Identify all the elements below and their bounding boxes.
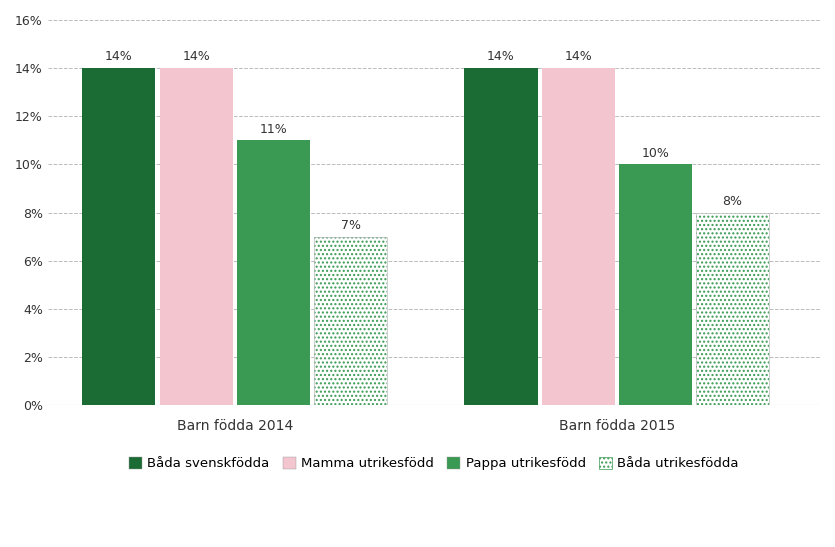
Bar: [619, 165, 692, 405]
Bar: [464, 68, 538, 405]
Text: 14%: 14%: [487, 50, 515, 63]
Text: 14%: 14%: [182, 50, 210, 63]
Bar: [314, 237, 387, 405]
Text: 10%: 10%: [641, 147, 670, 160]
Text: 11%: 11%: [260, 123, 287, 136]
Bar: [159, 68, 233, 405]
Bar: [696, 213, 769, 405]
Text: 14%: 14%: [564, 50, 592, 63]
Bar: [314, 237, 387, 405]
Bar: [542, 68, 615, 405]
Bar: [237, 141, 310, 405]
Bar: [696, 213, 769, 405]
Bar: [83, 68, 155, 405]
Text: 8%: 8%: [722, 195, 742, 208]
Text: 14%: 14%: [105, 50, 133, 63]
Legend: Båda svenskfödda, Mamma utrikesfödd, Pappa utrikesfödd, Båda utrikesfödda: Båda svenskfödda, Mamma utrikesfödd, Pap…: [124, 452, 744, 475]
Text: 7%: 7%: [341, 219, 361, 232]
